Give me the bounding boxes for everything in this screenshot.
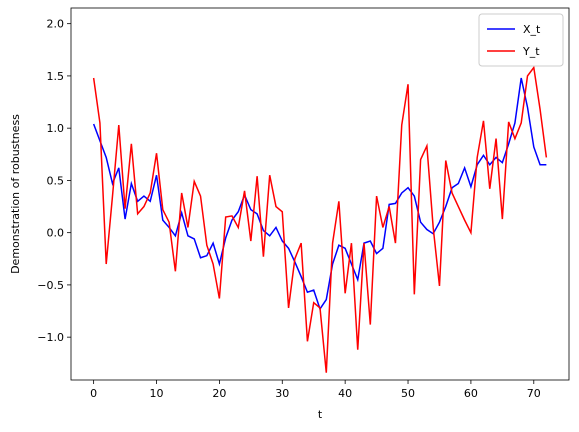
x-tick-label: 70 — [527, 387, 541, 400]
x-tick-label: 40 — [338, 387, 352, 400]
legend-label: Y_t — [522, 45, 540, 58]
x-tick-label: 0 — [90, 387, 97, 400]
y-tick-label: 0.5 — [47, 174, 65, 187]
x-tick-label: 60 — [464, 387, 478, 400]
legend-box — [478, 13, 564, 67]
y-tick-label: 2.0 — [47, 18, 65, 31]
y-tick-label: 1.0 — [47, 122, 65, 135]
x-tick-label: 50 — [401, 387, 415, 400]
x-tick-label: 10 — [150, 387, 164, 400]
y-axis-label: Demonstration of robustness — [9, 114, 22, 274]
x-tick-label: 20 — [212, 387, 226, 400]
series-line — [92, 65, 548, 373]
y-tick-label: 1.5 — [47, 70, 65, 83]
y-tick-label: −1.0 — [37, 331, 64, 344]
legend-label: X_t — [523, 23, 541, 36]
plot-frame — [70, 7, 570, 381]
x-axis-label: t — [318, 408, 323, 421]
y-tick-label: −0.5 — [37, 279, 64, 292]
x-tick-label: 30 — [275, 387, 289, 400]
y-tick-label: 0.0 — [47, 227, 65, 240]
